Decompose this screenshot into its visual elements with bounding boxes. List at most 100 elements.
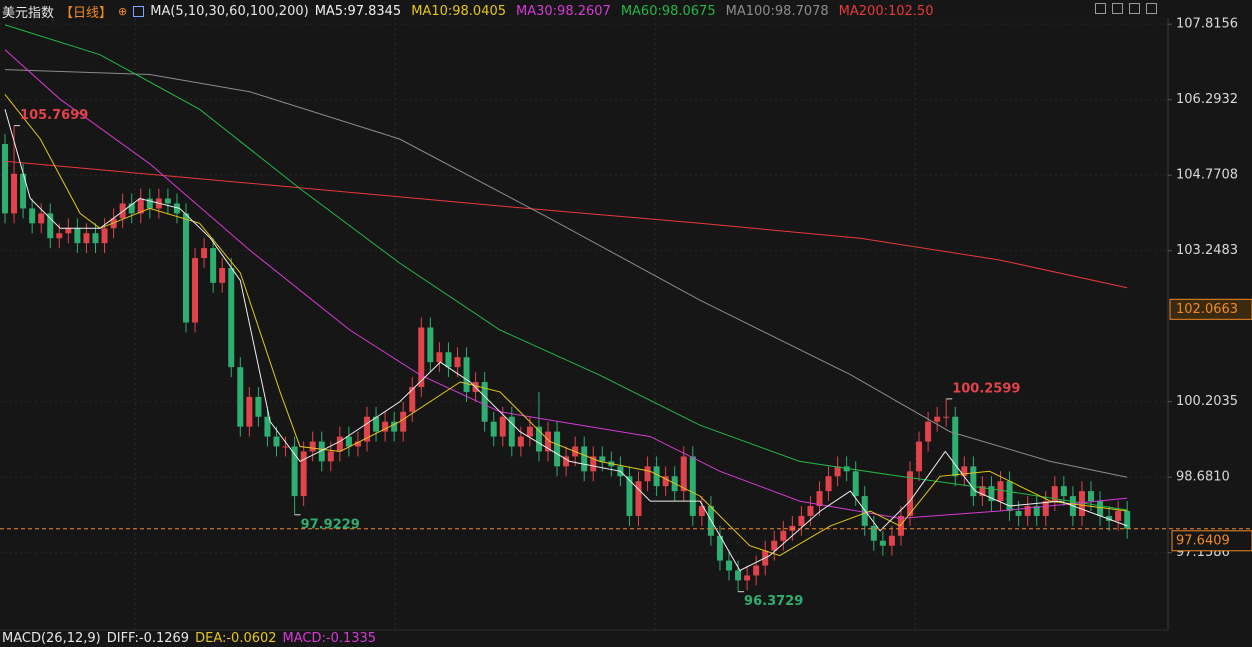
candle-body [744, 575, 751, 581]
y-tick-label: 103.2483 [1176, 243, 1238, 258]
candle-body [716, 535, 723, 561]
candle-body [590, 456, 597, 472]
legend-entry: MA100:98.7078 [725, 3, 829, 19]
candle-body [201, 248, 208, 259]
candle-body [183, 213, 189, 323]
candle-body [635, 481, 642, 516]
add-icon[interactable]: ⊕ [118, 4, 128, 18]
candle-body [29, 208, 36, 224]
candle-body [246, 396, 253, 427]
candle-body [128, 203, 135, 214]
ma-icon[interactable] [133, 5, 145, 17]
candle-body [499, 416, 506, 437]
legend-entry: MA10:98.0405 [411, 3, 507, 19]
tool-icon[interactable] [1095, 3, 1106, 14]
tool-icon[interactable] [1129, 3, 1140, 14]
instrument-title: 美元指数 [2, 5, 55, 21]
candle-body [382, 421, 389, 432]
candle-body [364, 416, 370, 442]
candle-body [599, 456, 606, 462]
candle-body [726, 560, 732, 571]
candle-body [952, 416, 959, 477]
candle-body [988, 486, 995, 502]
candle-body [336, 436, 343, 452]
candle-body [228, 267, 235, 368]
candle-body [807, 506, 814, 516]
candle-body [481, 382, 488, 422]
candle-body [409, 386, 416, 412]
candle-body [554, 431, 561, 467]
ma-line [4, 49, 1128, 519]
header: 美元指数 【日线】 ⊕ MA(5,10,30,60,100,200) MA5:9… [2, 2, 934, 21]
candle-body [888, 535, 895, 546]
current-price-label: 97.6409 [1176, 533, 1230, 548]
indicator-value: DIFF:-0.1269 [106, 631, 190, 646]
candle-body [698, 506, 705, 516]
candle-body [400, 411, 407, 432]
period: 【日线】 [60, 5, 113, 21]
candle-body [56, 233, 63, 239]
candle-body [1124, 510, 1131, 529]
candle-body [345, 436, 352, 447]
candle-body [318, 441, 325, 462]
ma-line [4, 109, 1128, 572]
candle-body [535, 426, 542, 452]
candle-body [825, 476, 832, 492]
candle-body [427, 327, 434, 363]
candle-body [391, 421, 398, 432]
tool-icon[interactable] [1146, 3, 1157, 14]
candle-body [689, 456, 696, 516]
legend-entry: MA5:97.8345 [314, 3, 402, 19]
candle-body [1115, 510, 1122, 521]
candle-body [47, 213, 54, 239]
candle-body [979, 486, 986, 497]
cursor-price-label: 102.0663 [1176, 302, 1238, 317]
candle-body [291, 446, 298, 497]
candle-body [925, 421, 932, 442]
candle-body [907, 471, 913, 516]
candle-body [735, 570, 742, 581]
candle-body [418, 327, 425, 387]
candle-body [943, 416, 950, 418]
candle-body [771, 540, 778, 551]
vertical-grid [134, 18, 916, 630]
candle-body [970, 466, 977, 497]
candle-body [753, 565, 760, 576]
candle-body [264, 416, 271, 437]
candle-body [662, 476, 669, 487]
y-tick-label: 106.2932 [1176, 92, 1238, 107]
candle-body [626, 476, 633, 516]
indicator-value: MACD(26,12,9) [2, 631, 101, 646]
candle-body [192, 258, 199, 323]
indicator-bar: MACD(26,12,9) DIFF:-0.1269 DEA:-0.0602 MACD… [2, 630, 376, 647]
candle-body [282, 446, 289, 448]
y-tick-label: 100.2035 [1176, 394, 1238, 409]
candle-body [137, 198, 144, 214]
cursor-price-box [1169, 298, 1252, 320]
ma-line [4, 94, 1128, 557]
candle-body [20, 173, 27, 209]
candle-body [309, 441, 316, 452]
tool-icon[interactable] [1112, 3, 1123, 14]
legend: MA5:97.8345 MA10:98.0405 MA30:98.2607 MA60:… [315, 4, 934, 19]
candle-body [38, 213, 45, 224]
y-tick-label: 98.6810 [1176, 470, 1230, 485]
ma-line [4, 69, 1128, 478]
candle-body [101, 228, 108, 244]
candle-body [644, 466, 651, 482]
candle-body [997, 481, 1004, 502]
candle-body [146, 198, 153, 209]
candle-body [92, 233, 99, 244]
annotation-label: 96.3729 [744, 594, 803, 609]
toolbar [1095, 3, 1157, 14]
legend-entry: MA60:98.0675 [620, 3, 716, 19]
candle-body [173, 203, 180, 214]
candle-body [1106, 515, 1113, 521]
annotation-label: 105.7699 [20, 108, 88, 123]
candle-body [680, 456, 687, 492]
ma-title: MA(5,10,30,60,100,200) [150, 3, 309, 19]
candle-body [852, 471, 859, 497]
candle-body [780, 530, 787, 541]
candle-body [1006, 481, 1013, 511]
candle-body [436, 352, 443, 363]
